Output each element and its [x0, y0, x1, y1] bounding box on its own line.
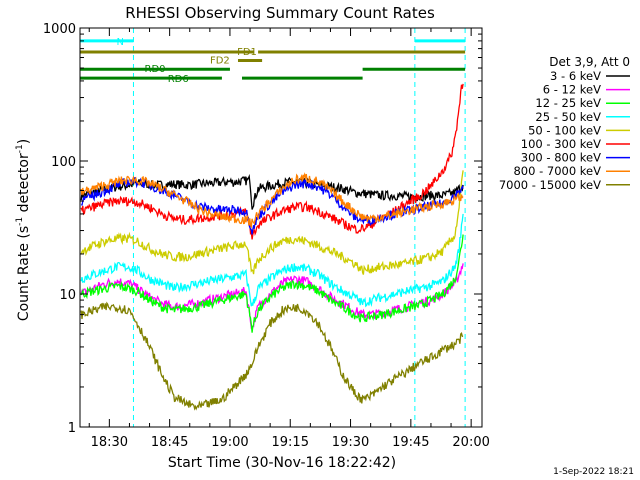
- flag-bar-label: N: [116, 37, 123, 48]
- series-line: [80, 170, 464, 275]
- x-tick-label: 18:30: [91, 435, 128, 450]
- legend-label: 50 - 100 keV: [528, 123, 601, 137]
- y-axis-label: Count Rate (s-1 detector-1): [15, 139, 32, 321]
- x-tick-label: 20:00: [452, 435, 489, 450]
- y-tick-label: 1: [68, 421, 76, 436]
- y-tick-label: 10: [59, 288, 76, 303]
- series-line: [80, 172, 464, 230]
- legend-label: 300 - 800 keV: [521, 151, 601, 165]
- y-tick-label: 1000: [43, 22, 76, 37]
- series-line: [80, 234, 464, 333]
- legend-label: 800 - 7000 keV: [513, 164, 601, 178]
- legend-label: 12 - 25 keV: [535, 96, 601, 110]
- flag-bar-label: FD2: [210, 55, 230, 66]
- x-tick-label: 19:15: [272, 435, 309, 450]
- y-axis: 1 10 100 1000: [43, 22, 482, 436]
- legend-label: 6 - 12 keV: [543, 83, 601, 97]
- legend-title: Det 3,9, Att 0: [549, 55, 630, 69]
- plot-frame: [79, 27, 483, 428]
- legend-label: 3 - 6 keV: [550, 69, 601, 83]
- series-line: [80, 213, 464, 308]
- legend-label: 100 - 300 keV: [521, 137, 601, 151]
- x-axis: 18:30 18:45 19:00 19:15 19:30 19:45 20:00: [88, 28, 490, 450]
- y-tick-label: 100: [51, 155, 76, 170]
- plot-area: [79, 28, 466, 427]
- legend-label: 7000 - 15000 keV: [499, 178, 601, 192]
- x-tick-label: 19:45: [392, 435, 429, 450]
- x-tick-label: 19:00: [211, 435, 248, 450]
- x-tick-label: 18:45: [151, 435, 188, 450]
- flag-bar-label: FD1: [237, 47, 257, 58]
- flag-bar-label: RD6: [168, 74, 189, 85]
- x-axis-label: Start Time (30-Nov-16 18:22:42): [168, 455, 396, 471]
- x-tick-label: 19:30: [332, 435, 369, 450]
- legend-label: 25 - 50 keV: [535, 110, 601, 124]
- series-line: [80, 301, 464, 411]
- chart-title: RHESSI Observing Summary Count Rates: [125, 4, 435, 22]
- footer-date: 1-Sep-2022 18:21: [553, 467, 634, 477]
- flag-bar-label: RD0: [145, 64, 166, 75]
